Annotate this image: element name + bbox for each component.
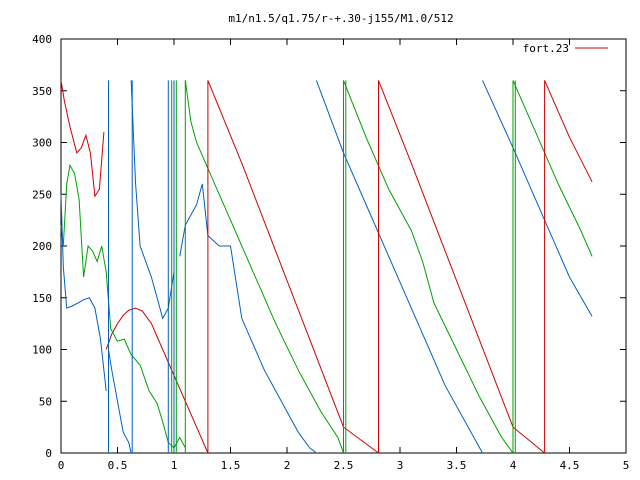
series-line-2 [60,80,593,454]
y-tick-label: 150 [32,292,52,305]
series-line-5 [207,80,546,453]
x-tick-label: 5 [623,459,630,472]
x-tick-label: 2.5 [334,459,354,472]
x-tick-label: 1 [171,459,178,472]
series-line-0 [60,80,593,454]
x-tick-label: 3 [397,459,404,472]
x-tick-label: 0.5 [108,459,128,472]
y-tick-label: 250 [32,188,52,201]
legend-label: fort.23 [523,42,569,55]
series-layer [60,80,593,454]
y-tick-label: 50 [39,395,52,408]
x-tick-label: 1.5 [221,459,241,472]
x-tick-label: 2 [284,459,291,472]
series-line-3 [108,80,175,453]
y-tick-label: 350 [32,85,52,98]
y-tick-label: 400 [32,33,52,46]
x-tick-label: 0 [58,459,65,472]
series-line-4 [171,80,516,453]
chart-title: m1/n1.5/q1.75/r-+.30-j155/M1.0/512 [228,12,453,25]
x-tick-label: 4 [510,459,517,472]
axis-ticks: 0 0.5 1 1.5 2 2.5 3 3.5 4 4.5 50501001502002503003… [32,33,629,472]
y-tick-label: 200 [32,240,52,253]
x-tick-label: 4.5 [560,459,580,472]
y-tick-label: 0 [45,447,52,460]
legend: fort.23 [523,42,608,55]
y-tick-label: 100 [32,344,52,357]
x-tick-label: 3.5 [447,459,467,472]
y-tick-label: 300 [32,137,52,150]
series-line-1 [60,80,593,454]
